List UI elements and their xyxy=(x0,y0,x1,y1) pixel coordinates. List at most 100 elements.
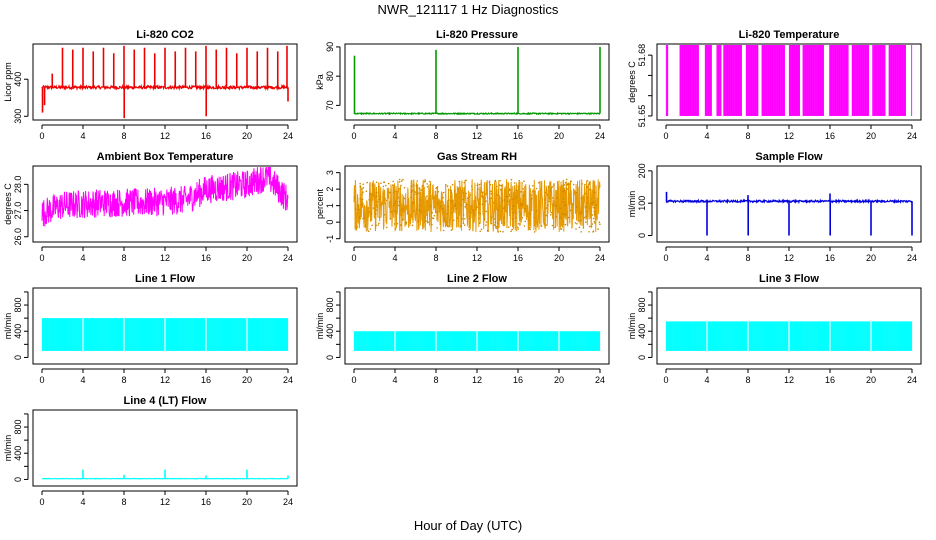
gas-stream-rh-point-117 xyxy=(398,200,401,203)
gas-stream-rh-point-36 xyxy=(492,201,495,204)
gas-stream-rh-point-326 xyxy=(478,183,481,186)
gas-stream-rh-point-120 xyxy=(485,221,488,223)
gas-stream-rh-point-374 xyxy=(500,184,503,187)
gas-stream-rh-point-376 xyxy=(468,228,471,231)
line-4-lt-flow-x-tick-label-0: 0 xyxy=(39,497,44,507)
licor-temperature-y-axis: 51.65 51.68 xyxy=(637,44,653,127)
gas-stream-rh-point-191 xyxy=(594,222,596,224)
gas-stream-rh-point-309 xyxy=(394,228,397,230)
licor-temperature-x-tick-label-8: 8 xyxy=(745,131,750,141)
gas-stream-rh-point-98 xyxy=(578,226,581,229)
gas-stream-rh-point-228 xyxy=(442,211,444,213)
line-2-flow-y-tick-label-2: 400 xyxy=(325,324,335,339)
gas-stream-rh-point-411 xyxy=(442,229,445,232)
gas-stream-rh-point-197 xyxy=(497,209,499,211)
line-1-flow-frame xyxy=(32,287,298,365)
line-3-flow-ylabel: ml/min xyxy=(627,313,637,340)
gas-stream-rh-point-167 xyxy=(435,210,438,213)
gas-stream-rh-point-133 xyxy=(588,188,591,191)
gas-stream-rh-point-272 xyxy=(550,214,552,216)
gas-stream-rh-point-373 xyxy=(429,205,432,208)
gas-stream-rh-point-179 xyxy=(508,195,511,198)
sample-flow-x-axis: 0 4 8 12 16 20 24 xyxy=(663,246,917,263)
gas-stream-rh-point-415 xyxy=(429,183,432,186)
gas-stream-rh-point-224 xyxy=(510,178,513,181)
gas-stream-rh-point-57 xyxy=(415,208,418,211)
gas-stream-rh-point-26 xyxy=(443,219,445,221)
gas-stream-rh-point-103 xyxy=(582,227,585,229)
sample-flow-x-tick-label-16: 16 xyxy=(825,253,835,263)
gas-stream-rh-point-367 xyxy=(378,216,381,218)
gas-stream-rh-point-382 xyxy=(484,193,486,195)
gas-stream-rh-point-359 xyxy=(412,189,414,192)
gas-stream-rh-point-172 xyxy=(460,225,462,227)
gas-stream-rh-point-74 xyxy=(384,198,387,200)
licor-co2-x-tick-label-20: 20 xyxy=(242,131,252,141)
gas-stream-rh-point-305 xyxy=(363,216,366,219)
ambient-box-temperature-x-tick-label-12: 12 xyxy=(160,253,170,263)
gas-stream-rh-point-296 xyxy=(375,181,378,184)
gas-stream-rh-point-34 xyxy=(553,183,555,185)
gas-stream-rh-point-151 xyxy=(417,220,420,223)
gas-stream-rh-point-163 xyxy=(481,196,484,198)
gas-stream-rh-point-285 xyxy=(451,196,453,198)
licor-co2-y-axis: 300 400 xyxy=(13,72,29,124)
line-1-flow-x-tick-label-8: 8 xyxy=(121,375,126,385)
gas-stream-rh-point-397 xyxy=(442,201,445,203)
gas-stream-rh-point-81 xyxy=(424,216,427,219)
gas-stream-rh-point-192 xyxy=(453,205,456,207)
gas-stream-rh-point-330 xyxy=(375,213,377,215)
gas-stream-rh-point-304 xyxy=(426,183,429,185)
licor-pressure-title: Li-820 Pressure xyxy=(436,29,518,41)
gas-stream-rh-point-231 xyxy=(447,205,449,208)
gas-stream-rh-point-70 xyxy=(473,213,476,216)
gas-stream-rh-point-289 xyxy=(411,224,414,227)
gas-stream-rh-point-65 xyxy=(564,204,566,207)
ambient-box-temperature-panel: Ambient Box Temperature degrees C 0 4 8 12 16 2… xyxy=(3,151,298,263)
gas-stream-rh-point-51 xyxy=(448,225,450,228)
gas-stream-rh-point-419 xyxy=(400,209,403,211)
gas-stream-rh-point-386 xyxy=(446,185,449,187)
gas-stream-rh-point-93 xyxy=(586,197,589,199)
gas-stream-rh-point-201 xyxy=(462,198,464,201)
gas-stream-rh-x-axis: 0 4 8 12 16 20 24 xyxy=(351,246,605,263)
gas-stream-rh-point-143 xyxy=(483,217,486,220)
licor-pressure-y-axis: 70 80 90 xyxy=(325,42,341,110)
gas-stream-rh-point-219 xyxy=(375,209,378,211)
gas-stream-rh-point-64 xyxy=(564,182,567,184)
gas-stream-rh-point-168 xyxy=(562,197,565,200)
gas-stream-rh-point-279 xyxy=(426,195,428,197)
gas-stream-rh-point-354 xyxy=(368,199,371,201)
licor-pressure-y-tick-label-2: 90 xyxy=(325,42,335,52)
gas-stream-rh-point-216 xyxy=(592,217,595,220)
gas-stream-rh-point-239 xyxy=(436,227,439,229)
line-4-lt-flow-x-tick-label-12: 12 xyxy=(160,497,170,507)
gas-stream-rh-point-178 xyxy=(498,205,501,208)
gas-stream-rh-point-322 xyxy=(424,179,426,181)
gas-stream-rh-point-96 xyxy=(546,194,548,196)
gas-stream-rh-point-260 xyxy=(488,181,491,183)
gas-stream-rh-point-343 xyxy=(393,202,396,205)
line-2-flow-x-tick-label-20: 20 xyxy=(554,375,564,385)
gas-stream-rh-point-300 xyxy=(359,186,362,188)
line-1-flow-y-axis: 0 400 800 xyxy=(13,291,29,360)
gas-stream-rh-point-240 xyxy=(454,190,456,192)
gas-stream-rh-point-356 xyxy=(389,217,392,220)
ambient-box-temperature-x-tick-label-20: 20 xyxy=(242,253,252,263)
gas-stream-rh-point-114 xyxy=(431,211,434,214)
licor-co2-x-axis: 0 4 8 12 16 20 24 xyxy=(39,124,293,141)
gas-stream-rh-point-212 xyxy=(478,203,481,205)
line-1-flow-series xyxy=(41,318,289,351)
gas-stream-rh-x-tick-label-4: 4 xyxy=(392,253,397,263)
licor-temperature-series xyxy=(665,45,913,116)
gas-stream-rh-point-368 xyxy=(407,211,409,214)
gas-stream-rh-point-327 xyxy=(508,189,511,192)
gas-stream-rh-y-tick-label-2: 1 xyxy=(325,203,335,208)
gas-stream-rh-point-177 xyxy=(521,182,523,184)
gas-stream-rh-point-394 xyxy=(535,187,538,190)
gas-stream-rh-point-1 xyxy=(595,204,598,206)
gas-stream-rh-point-130 xyxy=(410,196,412,199)
gas-stream-rh-point-193 xyxy=(422,227,424,230)
gas-stream-rh-point-79 xyxy=(460,204,463,206)
